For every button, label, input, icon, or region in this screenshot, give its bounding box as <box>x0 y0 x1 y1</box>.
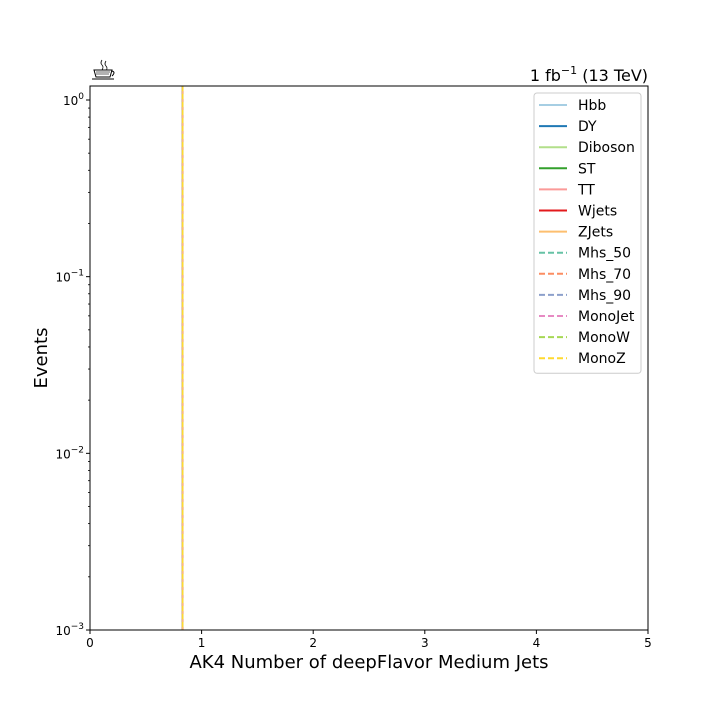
legend: Hbb DY Diboson ST TT Wjets ZJets Mhs_50 Mhs_70 Mh… <box>533 92 642 374</box>
y-tick-label: 10−3 <box>55 622 84 638</box>
legend-label: MonoW <box>578 330 630 346</box>
y-tick-label: 100 <box>63 92 84 108</box>
legend-label: ZJets <box>578 225 613 241</box>
x-tick-label: 5 <box>644 636 652 650</box>
lumi-label: 1 fb−1 (13 TeV) <box>530 64 648 85</box>
x-tick-label: 3 <box>421 636 429 650</box>
x-tick-label: 4 <box>533 636 541 650</box>
legend-label: MonoZ <box>578 351 626 367</box>
legend-label: MonoJet <box>578 309 635 325</box>
coffee-cup-icon <box>92 59 115 80</box>
x-axis-title: AK4 Number of deepFlavor Medium Jets <box>189 652 548 673</box>
x-tick-label: 0 <box>86 636 94 650</box>
legend-label: DY <box>578 119 597 135</box>
legend-label: Hbb <box>578 98 606 114</box>
y-tick-label: 10−2 <box>55 445 84 461</box>
legend-label: Mhs_70 <box>578 267 631 283</box>
legend-label: Wjets <box>578 204 617 220</box>
x-tick-label: 1 <box>198 636 206 650</box>
legend-label: Mhs_90 <box>578 288 631 304</box>
y-tick-label: 10−1 <box>55 269 84 285</box>
legend-label: TT <box>577 182 595 198</box>
axes: 0 1 2 3 4 5 10−3 10−2 10−1 100 <box>55 85 652 650</box>
legend-label: Diboson <box>578 140 635 156</box>
legend-label: ST <box>578 161 596 177</box>
legend-label: Mhs_50 <box>578 246 631 262</box>
y-axis-title: Events <box>31 328 52 389</box>
x-tick-label: 2 <box>309 636 317 650</box>
legend-box <box>533 92 642 374</box>
plot-frame <box>89 85 649 631</box>
